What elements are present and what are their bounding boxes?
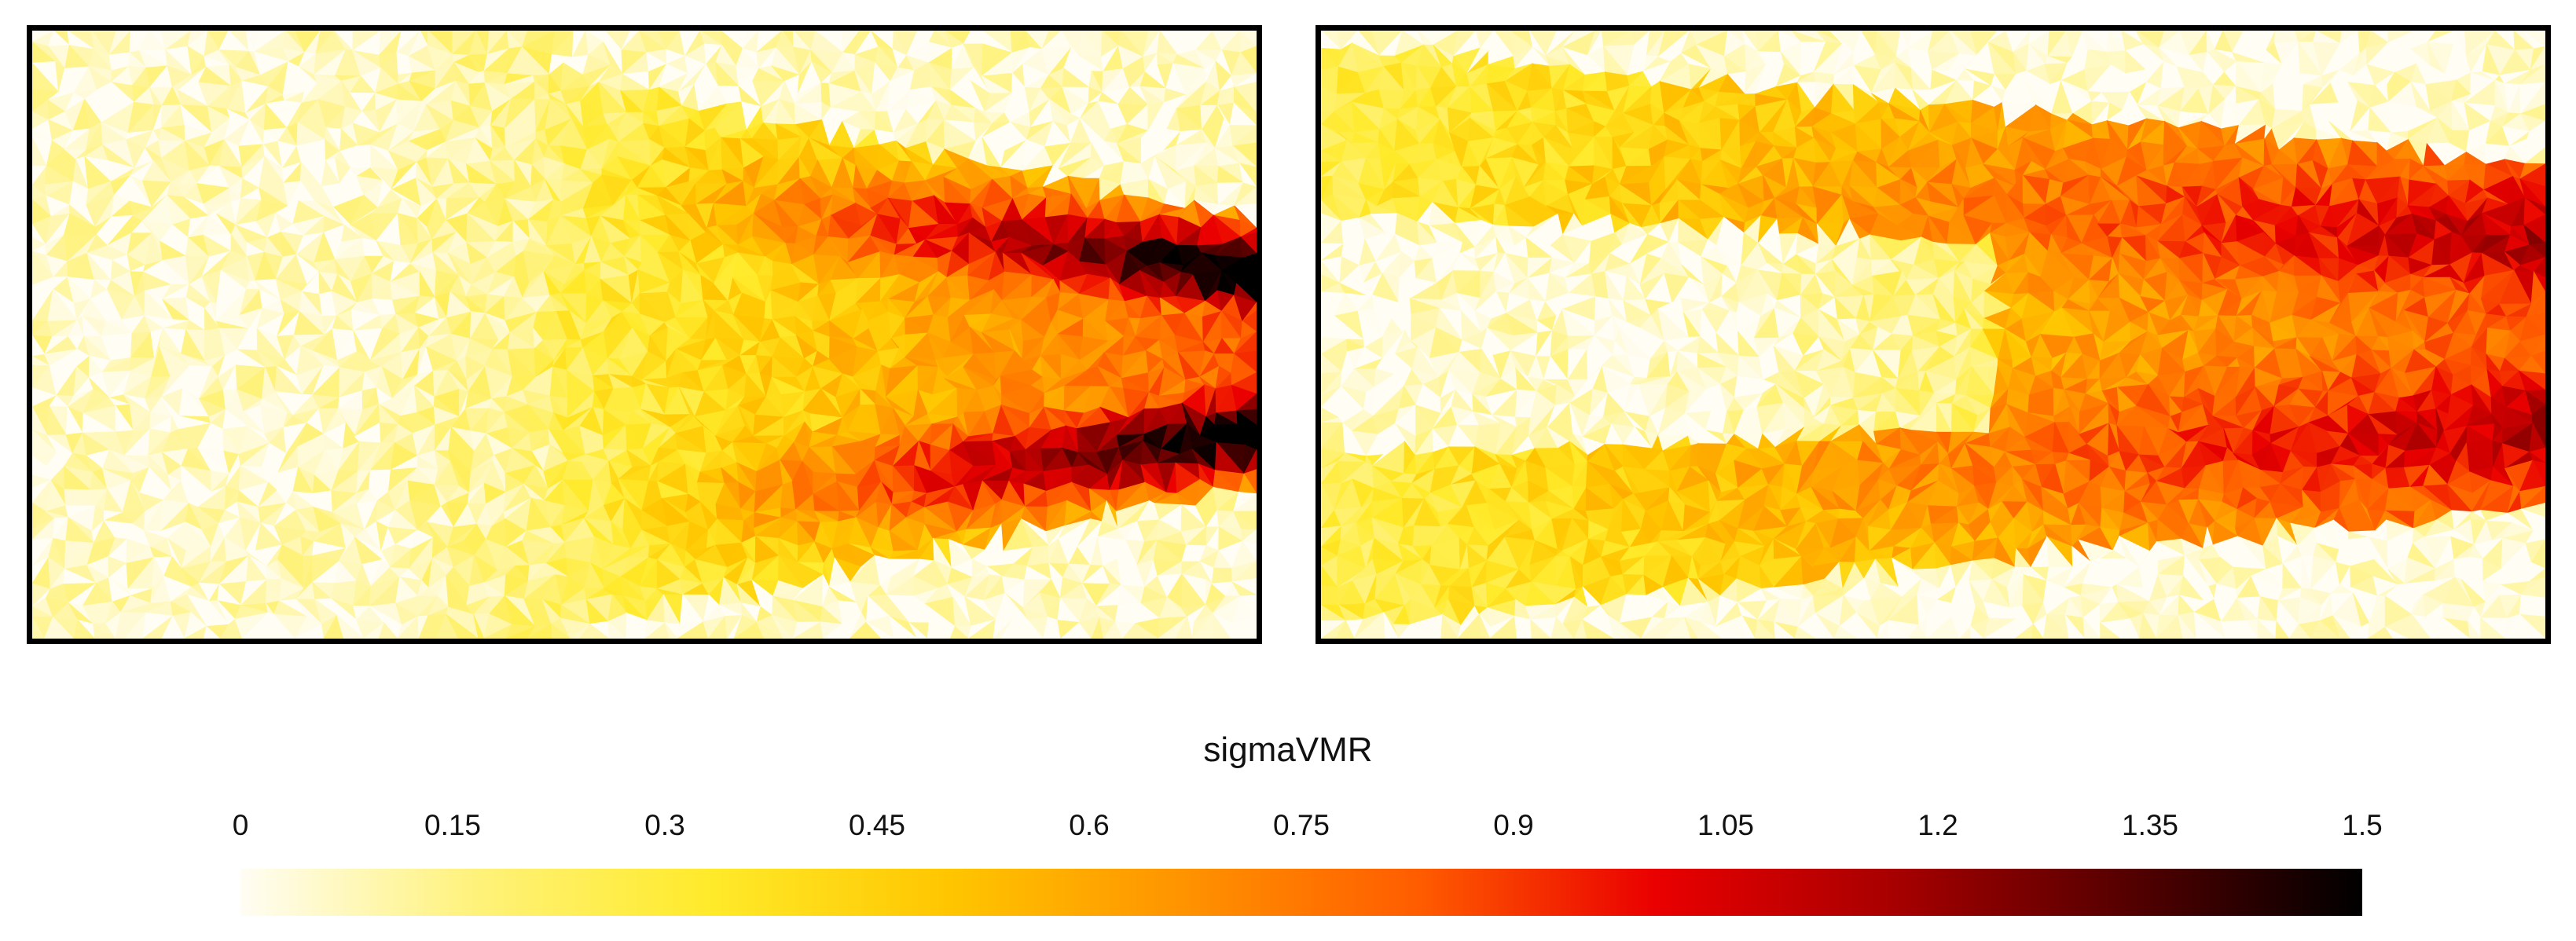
left-heatmap-plot: [32, 31, 1257, 639]
left-heatmap-panel: [27, 25, 1262, 644]
right-heatmap-panel: [1316, 25, 2551, 644]
right-heatmap-plot: [1321, 31, 2545, 639]
left-heatmap-triangles: [32, 31, 1257, 639]
right-heatmap-triangles: [1321, 31, 2545, 639]
